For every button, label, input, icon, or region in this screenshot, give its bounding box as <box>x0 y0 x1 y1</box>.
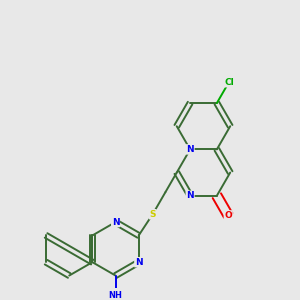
Text: NH: NH <box>109 291 122 300</box>
Text: N: N <box>186 191 194 200</box>
Text: N: N <box>186 145 194 154</box>
Text: N: N <box>112 218 119 226</box>
Text: O: O <box>224 211 232 220</box>
Text: S: S <box>149 210 156 219</box>
Text: N: N <box>135 258 142 267</box>
Text: Cl: Cl <box>224 78 234 87</box>
